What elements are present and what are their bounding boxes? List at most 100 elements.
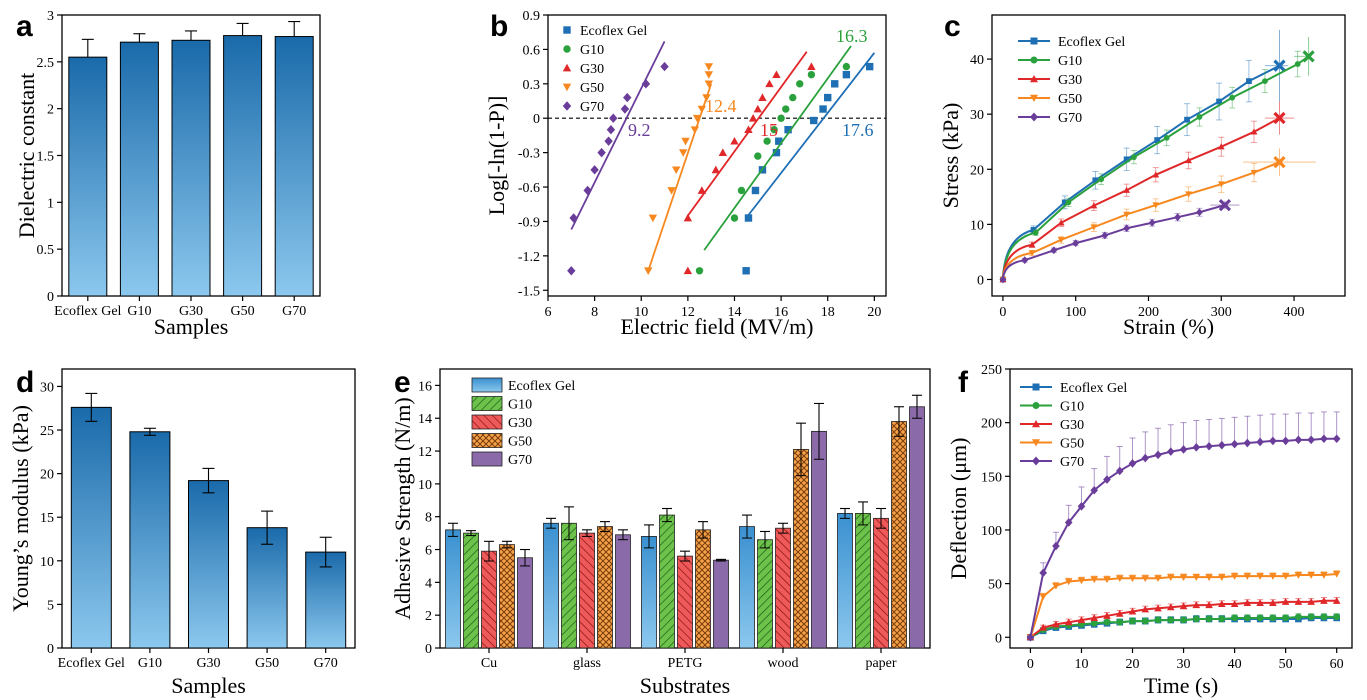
data-point — [1192, 443, 1201, 452]
legend-marker — [563, 45, 571, 53]
legend-marker — [1032, 420, 1040, 428]
data-point — [1243, 438, 1252, 448]
legend-label: Ecoflex Gel — [1060, 381, 1127, 396]
data-point — [1098, 176, 1105, 183]
data-point — [1154, 616, 1162, 624]
data-point — [702, 94, 711, 102]
y-tick-label: -0.9 — [518, 215, 540, 230]
bar — [909, 406, 925, 649]
data-point — [1218, 615, 1226, 623]
data-point — [1230, 439, 1239, 449]
x-tick-label: paper — [865, 656, 896, 671]
bar — [543, 522, 559, 649]
bar — [739, 526, 755, 649]
legend-label: G50 — [1060, 437, 1084, 452]
data-point — [1166, 447, 1175, 456]
data-point — [1052, 541, 1060, 551]
data-point — [1243, 599, 1252, 606]
data-point — [1021, 256, 1029, 265]
data-point — [1216, 98, 1222, 105]
data-point — [609, 113, 618, 123]
x-tick-label: Cu — [481, 656, 497, 671]
x-tick-label: PETG — [668, 656, 703, 671]
y-tick-label: 10 — [970, 218, 984, 233]
legend-label: Ecoflex Gel — [508, 379, 575, 394]
x-tick-label: G50 — [231, 304, 255, 319]
plot-frame — [547, 14, 887, 297]
y-tick-label: 0 — [977, 273, 984, 288]
data-point — [1307, 435, 1315, 445]
data-point — [1090, 202, 1098, 209]
bar — [775, 527, 791, 649]
data-point — [692, 114, 702, 123]
legend-label: G30 — [580, 62, 604, 77]
data-point — [789, 93, 797, 102]
legend-swatch — [471, 433, 503, 448]
bar — [811, 430, 827, 649]
legend-label: G10 — [580, 43, 604, 58]
data-point — [1229, 94, 1236, 101]
fit-line — [570, 40, 666, 230]
y-tick-label: 8 — [425, 511, 432, 526]
data-point — [679, 149, 688, 157]
data-point — [690, 126, 700, 134]
data-point — [1152, 171, 1160, 178]
fracture-point-marker — [1273, 111, 1286, 125]
data-point — [1332, 596, 1341, 604]
data-point — [704, 63, 714, 71]
data-point — [1184, 116, 1190, 123]
y-tick-label: 0 — [47, 642, 54, 657]
data-point — [704, 71, 714, 79]
x-tick-label: 14 — [727, 305, 741, 320]
data-point — [648, 214, 658, 223]
bar — [305, 551, 347, 649]
data-point — [683, 266, 693, 275]
data-point — [730, 136, 739, 145]
data-point — [1333, 613, 1340, 621]
data-point — [697, 105, 707, 114]
data-point — [831, 80, 839, 88]
data-point — [1320, 613, 1328, 621]
data-point — [1185, 157, 1192, 164]
x-axis-label: Samples — [154, 314, 229, 339]
data-point — [1064, 578, 1073, 586]
data-point — [718, 148, 728, 156]
y-tick-label: 25 — [40, 424, 54, 439]
data-point — [737, 186, 746, 195]
breakdown-annotation: 15 — [760, 120, 778, 140]
legend-label: Ecoflex Gel — [580, 24, 647, 39]
y-tick-label: 4 — [425, 576, 432, 591]
x-axis-label: Samples — [171, 673, 246, 698]
y-tick-label: 0 — [47, 290, 54, 305]
legend-marker — [1032, 383, 1040, 391]
x-tick-label: G70 — [314, 656, 338, 671]
bar — [499, 544, 515, 649]
data-point — [1039, 568, 1047, 578]
y-tick-label: 16 — [418, 379, 432, 394]
data-point — [1294, 435, 1303, 445]
legend-label: G10 — [1060, 400, 1084, 415]
y-tick-label: 6 — [425, 544, 432, 559]
x-tick-label: G10 — [138, 656, 162, 671]
data-point — [1281, 573, 1290, 580]
data-point — [1230, 573, 1239, 580]
data-point — [1028, 241, 1036, 248]
data-point — [1205, 441, 1213, 451]
bar — [695, 529, 711, 649]
data-point — [865, 62, 874, 71]
legend-label: G50 — [580, 81, 604, 96]
y-tick-label: 0 — [425, 642, 432, 657]
data-point — [1167, 616, 1175, 624]
y-tick-label: -0.6 — [518, 181, 540, 196]
x-tick-label: Ecoflex Gel — [54, 304, 121, 319]
y-tick-label: 2 — [425, 609, 432, 624]
y-axis-label: Adhesive Strength (N/m) — [390, 397, 415, 619]
data-point — [1090, 576, 1099, 584]
data-point — [1246, 78, 1252, 85]
data-point — [1154, 604, 1162, 612]
legend-label: Ecoflex Gel — [1058, 35, 1125, 50]
y-tick-label: -1.5 — [518, 284, 540, 299]
data-point — [1269, 436, 1277, 446]
bar — [171, 39, 211, 297]
data-point — [1090, 224, 1098, 231]
